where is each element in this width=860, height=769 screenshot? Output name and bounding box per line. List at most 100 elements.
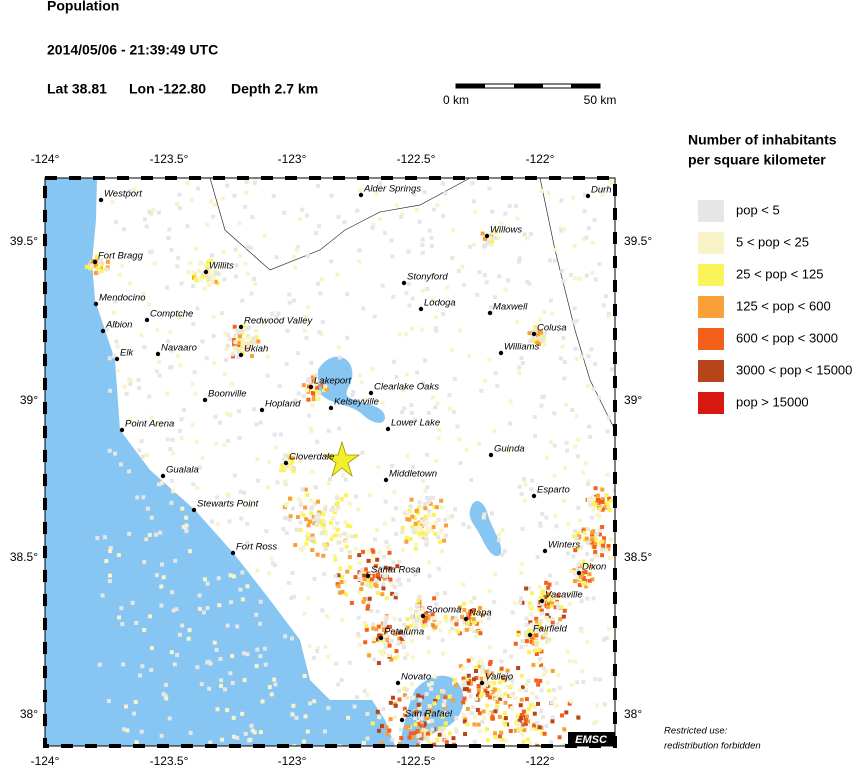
population-cell (425, 738, 430, 743)
population-cell (137, 448, 142, 453)
population-cell (245, 271, 250, 276)
population-cell (184, 515, 189, 520)
city-label: Durh (591, 185, 612, 196)
population-cell (426, 719, 431, 724)
population-cell (357, 590, 362, 595)
population-cell (240, 711, 245, 716)
population-cell (562, 227, 567, 232)
population-cell (390, 254, 395, 259)
population-cell (431, 525, 436, 530)
population-cell (284, 361, 289, 366)
population-cell (129, 378, 134, 383)
population-cell (521, 739, 526, 744)
population-cell (603, 505, 608, 510)
population-cell (392, 584, 397, 589)
population-cell (238, 329, 243, 334)
population-cell (409, 639, 414, 644)
population-cell (230, 680, 235, 685)
population-cell (528, 339, 533, 344)
population-cell (510, 678, 515, 683)
lon-tick-label: -123.5° (150, 754, 189, 768)
city-marker (479, 680, 485, 686)
population-cell (528, 232, 533, 237)
population-cell (377, 649, 382, 654)
population-cell (376, 464, 381, 469)
population-cell (371, 222, 376, 227)
population-cell (594, 719, 599, 724)
population-cell (476, 683, 481, 688)
population-cell (197, 606, 202, 611)
population-cell (476, 687, 481, 692)
population-cell (387, 653, 392, 658)
population-cell (393, 631, 398, 636)
population-cell (471, 616, 476, 621)
population-cell (384, 637, 389, 642)
population-cell (457, 328, 462, 333)
population-cell (513, 728, 518, 733)
population-cell (500, 552, 505, 557)
population-cell (319, 331, 324, 336)
population-cell (238, 587, 243, 592)
population-cell (381, 586, 386, 591)
population-cell (120, 263, 125, 268)
population-cell (137, 385, 142, 390)
population-cell (147, 394, 152, 399)
population-cell (184, 529, 189, 534)
population-cell (355, 695, 360, 700)
population-cell (99, 262, 104, 267)
population-cell (263, 662, 268, 667)
population-cell (526, 706, 531, 711)
lat-tick-label: 39.5° (10, 234, 38, 248)
population-cell (201, 271, 206, 276)
population-cell (505, 766, 509, 769)
population-cell (585, 562, 590, 567)
population-cell (493, 235, 498, 240)
population-cell (295, 245, 300, 250)
population-cell (311, 536, 316, 541)
population-cell (194, 439, 199, 444)
population-cell (471, 607, 476, 612)
population-cell (226, 332, 231, 337)
population-cell (111, 354, 116, 359)
population-cell (417, 522, 422, 527)
population-cell (139, 333, 144, 338)
population-cell (391, 517, 396, 522)
population-cell (390, 591, 395, 596)
population-cell (347, 550, 352, 555)
population-cell (323, 384, 328, 389)
population-cell (312, 517, 317, 522)
population-cell (344, 539, 349, 544)
population-cell (265, 373, 270, 378)
population-cell (497, 714, 502, 719)
city-marker (484, 233, 490, 239)
lat-tick-label: 38.5° (10, 550, 38, 564)
population-cell (487, 357, 492, 362)
population-cell (343, 477, 348, 482)
population-cell (278, 432, 283, 437)
population-cell (423, 358, 428, 363)
population-cell (208, 740, 213, 745)
legend-title: per square kilometer (688, 152, 826, 168)
city-marker (378, 635, 384, 641)
population-cell (181, 407, 186, 412)
population-cell (412, 192, 417, 197)
population-cell (493, 371, 498, 376)
population-cell (537, 725, 542, 730)
population-cell (548, 298, 553, 303)
population-cell (159, 733, 164, 738)
population-cell (578, 560, 583, 565)
population-cell (486, 235, 491, 240)
population-cell (558, 356, 563, 361)
population-cell (427, 682, 432, 687)
population-cell (399, 211, 404, 216)
population-cell (492, 687, 497, 692)
population-cell (310, 533, 315, 538)
population-cell (311, 391, 316, 396)
population-cell (270, 561, 275, 566)
population-cell (493, 709, 498, 714)
population-cell (517, 688, 522, 693)
population-cell (534, 678, 539, 683)
population-cell (561, 614, 566, 619)
population-cell (559, 228, 564, 233)
population-cell (319, 277, 324, 282)
